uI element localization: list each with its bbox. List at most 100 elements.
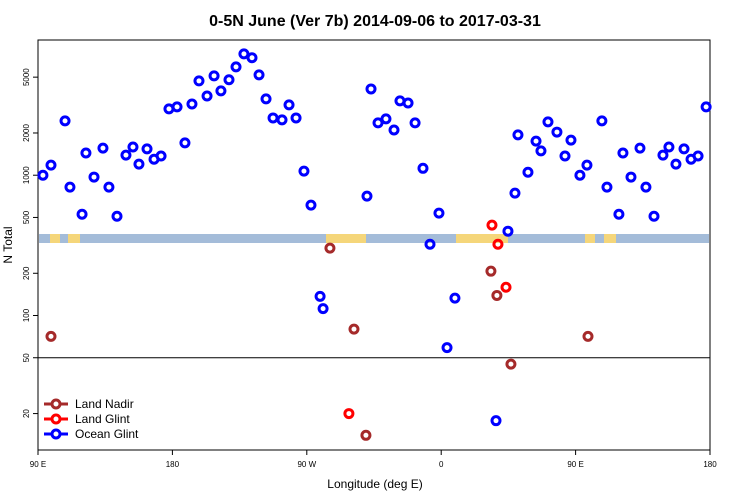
point (678, 143, 690, 155)
point (663, 141, 675, 153)
point (613, 208, 625, 220)
point (380, 113, 392, 125)
y-tick-label: 50 (22, 353, 31, 362)
point (343, 408, 355, 420)
point (559, 150, 571, 162)
point (223, 74, 235, 86)
y-tick-label: 1000 (22, 166, 31, 184)
x-axis-label: Longitude (deg E) (327, 477, 422, 491)
point (305, 199, 317, 211)
point (59, 115, 71, 127)
point (97, 142, 109, 154)
legend-marker (50, 413, 62, 425)
point (76, 208, 88, 220)
point (522, 166, 534, 178)
point (365, 83, 377, 95)
legend-label: Ocean Glint (75, 427, 139, 441)
point (596, 115, 608, 127)
point (45, 159, 57, 171)
point (88, 171, 100, 183)
point (530, 135, 542, 147)
point (601, 181, 613, 193)
land-strip (50, 234, 60, 243)
point (582, 330, 594, 342)
point (267, 112, 279, 124)
point (433, 207, 445, 219)
point (348, 323, 360, 335)
legend-label: Land Glint (75, 412, 130, 426)
point (574, 169, 586, 181)
point (317, 303, 329, 315)
point (141, 143, 153, 155)
point (171, 101, 183, 113)
x-tick-label: 90 E (567, 460, 583, 469)
point (670, 158, 682, 170)
point (565, 134, 577, 146)
point (120, 149, 132, 161)
point (486, 219, 498, 231)
point (133, 158, 145, 170)
point (648, 210, 660, 222)
point (417, 162, 429, 174)
plot-frame (37, 39, 711, 451)
point (155, 150, 167, 162)
land-strip (585, 234, 595, 243)
point (283, 99, 295, 111)
point (37, 169, 49, 181)
y-tick-label: 5000 (22, 68, 31, 86)
point (617, 147, 629, 159)
land-strip (68, 234, 80, 243)
point (625, 171, 637, 183)
x-tick-label: 180 (166, 460, 180, 469)
x-tick-label: 90 W (297, 460, 316, 469)
point (409, 117, 421, 129)
point (324, 242, 336, 254)
y-tick-label: 500 (22, 210, 31, 224)
point (276, 114, 288, 126)
point (512, 129, 524, 141)
point (64, 181, 76, 193)
y-axis-label: N Total (1, 226, 15, 263)
point (509, 187, 521, 199)
x-tick-label: 0 (439, 460, 444, 469)
point (505, 358, 517, 370)
x-tick-label: 90 E (30, 460, 46, 469)
point (500, 281, 512, 293)
point (492, 238, 504, 250)
point (424, 238, 436, 250)
point (700, 101, 712, 113)
point (361, 190, 373, 202)
point (253, 69, 265, 81)
point (449, 292, 461, 304)
point (360, 429, 372, 441)
point (103, 181, 115, 193)
point (215, 85, 227, 97)
chart-title: 0-5N June (Ver 7b) 2014-09-06 to 2017-03… (209, 13, 541, 30)
y-tick-label: 100 (22, 308, 31, 322)
y-tick-label: 2000 (22, 124, 31, 142)
point (127, 141, 139, 153)
point (388, 124, 400, 136)
legend-marker (50, 428, 62, 440)
point (260, 93, 272, 105)
point (441, 342, 453, 354)
point (290, 112, 302, 124)
point (208, 70, 220, 82)
point (692, 150, 704, 162)
point (657, 149, 669, 161)
point (246, 52, 258, 64)
point (485, 265, 497, 277)
point (186, 98, 198, 110)
legend-marker (50, 398, 62, 410)
legend-item: Land Glint (44, 412, 130, 426)
map-strip (39, 234, 709, 243)
point (551, 126, 563, 138)
point (111, 210, 123, 222)
point (372, 117, 384, 129)
point (80, 147, 92, 159)
point (179, 137, 191, 149)
land-strip (456, 234, 508, 243)
legend-item: Ocean Glint (44, 427, 139, 441)
point (502, 225, 514, 237)
